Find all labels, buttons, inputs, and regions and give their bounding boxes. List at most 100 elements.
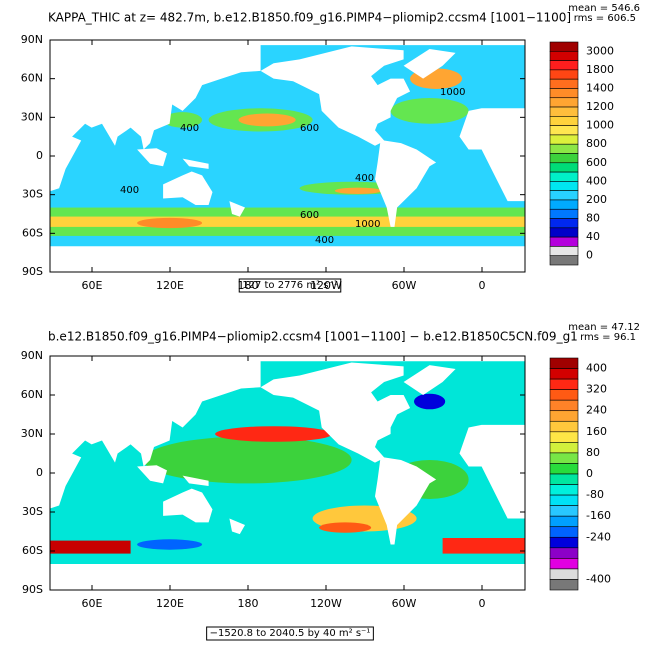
lon-tick-label: 0 bbox=[479, 597, 486, 610]
lat-tick-label: 0 bbox=[36, 466, 43, 479]
colorbar-box bbox=[549, 399, 579, 412]
lat-tick-label: 60S bbox=[22, 226, 43, 239]
mean-label: mean = 47.12 bbox=[568, 322, 640, 333]
colorbar-label: 320 bbox=[586, 383, 607, 396]
colorbar-box bbox=[549, 442, 579, 454]
lat-tick-label: 90N bbox=[21, 33, 43, 46]
colorbar-label: 800 bbox=[586, 137, 607, 150]
colorbar-label: 1800 bbox=[586, 63, 614, 76]
range-label: 127 to 2776 m² s⁻¹ bbox=[242, 280, 338, 291]
colorbar-box bbox=[549, 378, 579, 390]
contour-label: 600 bbox=[300, 210, 319, 221]
colorbar-box bbox=[549, 484, 579, 496]
lat-tick-label: 30S bbox=[22, 505, 43, 518]
colorbar-box bbox=[549, 60, 579, 71]
colorbar-label: 0 bbox=[586, 467, 593, 480]
colorbar-box bbox=[549, 389, 579, 401]
colorbar-label: 1000 bbox=[586, 119, 614, 132]
colorbar-label: -400 bbox=[586, 572, 611, 585]
lon-tick-label: 0 bbox=[479, 279, 486, 292]
colorbar-box bbox=[549, 494, 579, 506]
colorbar-box bbox=[549, 452, 579, 464]
colorbar-box bbox=[549, 69, 579, 80]
contour-label: 400 bbox=[120, 185, 139, 196]
colorbar-box bbox=[549, 410, 579, 422]
colorbar-label: -240 bbox=[586, 530, 611, 543]
contour-label: 400 bbox=[355, 173, 374, 184]
contour-label: 400 bbox=[180, 123, 199, 134]
colorbar-box bbox=[549, 368, 579, 380]
lon-tick-label: 60W bbox=[392, 279, 417, 292]
colorbar-box bbox=[549, 116, 579, 126]
lon-tick-label: 120W bbox=[310, 279, 342, 292]
colorbar-box bbox=[549, 50, 579, 61]
colorbar-label: 200 bbox=[586, 193, 607, 206]
colorbar-label: 400 bbox=[586, 174, 607, 187]
colorbar-box bbox=[549, 526, 579, 538]
colorbar-box bbox=[549, 106, 579, 117]
colorbar-box bbox=[549, 190, 579, 201]
colorbar-box bbox=[549, 505, 579, 517]
colorbar-box bbox=[549, 41, 579, 52]
lon-tick-label: 60E bbox=[82, 597, 103, 610]
lon-tick-label: 180 bbox=[238, 597, 259, 610]
range-box bbox=[238, 278, 342, 293]
colorbar-box bbox=[549, 431, 579, 443]
map-field bbox=[50, 40, 525, 272]
colorbar-box bbox=[549, 227, 579, 238]
colorbar-label: 400 bbox=[586, 362, 607, 375]
colorbar-box bbox=[549, 171, 579, 182]
colorbar-box bbox=[549, 463, 579, 475]
colorbar-label: -160 bbox=[586, 509, 611, 522]
colorbar-box bbox=[549, 218, 579, 229]
panel-title: KAPPA_THIC at z= 482.7m, b.e12.B1850.f09… bbox=[48, 11, 571, 25]
colorbar-box bbox=[549, 153, 579, 164]
lat-tick-label: 90S bbox=[22, 265, 43, 278]
colorbar-label: 1400 bbox=[586, 81, 614, 94]
colorbar-box bbox=[549, 536, 579, 549]
colorbar-label: 0 bbox=[586, 249, 593, 262]
colorbar-box bbox=[549, 208, 579, 219]
colorbar-box bbox=[549, 181, 579, 191]
lon-tick-label: 60W bbox=[392, 597, 417, 610]
lon-tick-label: 120E bbox=[156, 597, 184, 610]
colorbar-label: -80 bbox=[586, 488, 604, 501]
map-field bbox=[50, 356, 525, 590]
colorbar-label: 240 bbox=[586, 404, 607, 417]
colorbar-box bbox=[549, 236, 579, 247]
lat-tick-label: 60N bbox=[21, 388, 43, 401]
lon-tick-label: 180 bbox=[238, 279, 259, 292]
colorbar-label: 3000 bbox=[586, 44, 614, 57]
colorbar-box bbox=[549, 579, 579, 591]
lon-tick-label: 120E bbox=[156, 279, 184, 292]
colorbar-box bbox=[549, 88, 579, 99]
colorbar-label: 160 bbox=[586, 425, 607, 438]
colorbar-box bbox=[549, 547, 579, 559]
contour-label: 600 bbox=[300, 123, 319, 134]
lat-tick-label: 60N bbox=[21, 72, 43, 85]
colorbar-box bbox=[549, 558, 579, 570]
panel-title: b.e12.B1850.f09_g16.PIMP4−pliomip2.ccsm4… bbox=[48, 330, 578, 344]
lon-tick-label: 120W bbox=[310, 597, 342, 610]
rms-label: rms = 96.1 bbox=[580, 332, 636, 343]
range-label: −1520.8 to 2040.5 by 40 m² s⁻¹ bbox=[210, 628, 371, 639]
colorbar-box bbox=[549, 420, 579, 433]
lat-tick-label: 90N bbox=[21, 349, 43, 362]
colorbar-box bbox=[549, 199, 579, 210]
colorbar-box bbox=[549, 125, 579, 136]
colorbar-box bbox=[549, 78, 579, 89]
colorbar-box bbox=[549, 568, 579, 580]
colorbar-label: 80 bbox=[586, 446, 600, 459]
lat-tick-label: 60S bbox=[22, 544, 43, 557]
contour-label: 1000 bbox=[440, 87, 465, 98]
colorbar-box bbox=[549, 515, 579, 528]
lat-tick-label: 30N bbox=[21, 110, 43, 123]
colorbar-box bbox=[549, 255, 579, 266]
colorbar-label: 1200 bbox=[586, 100, 614, 113]
colorbar-box bbox=[549, 134, 579, 145]
colorbar-box bbox=[549, 246, 579, 257]
colorbar-label: 80 bbox=[586, 212, 600, 225]
colorbar-box bbox=[549, 162, 579, 173]
contour-label: 400 bbox=[315, 235, 334, 246]
